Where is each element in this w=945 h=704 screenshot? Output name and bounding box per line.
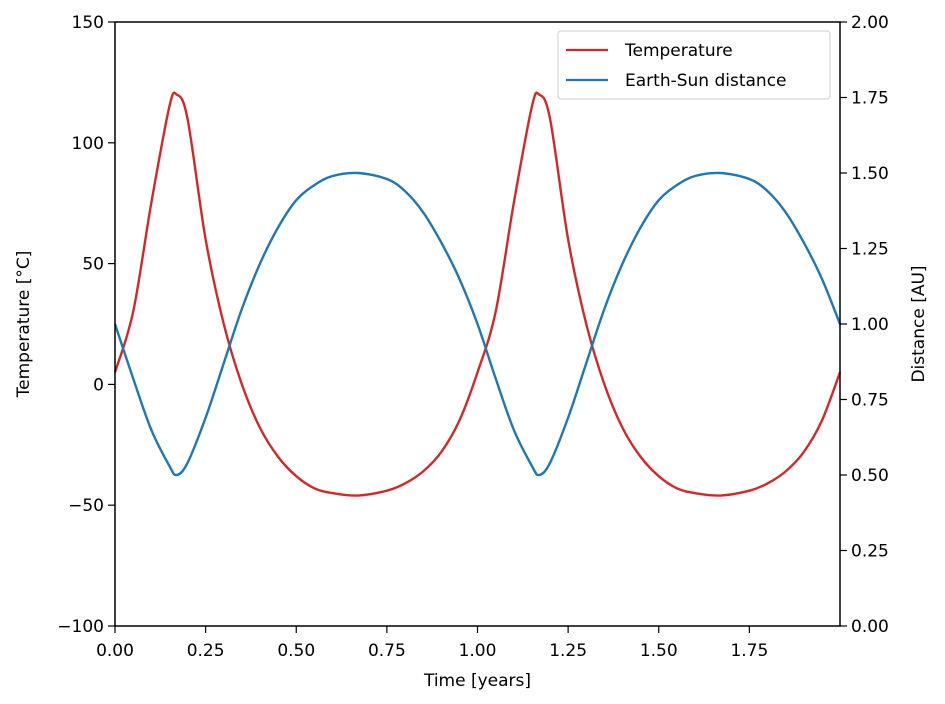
left-y-tick-label: 100 bbox=[72, 134, 104, 154]
right-y-tick-label: 1.50 bbox=[851, 164, 889, 184]
right-y-tick-label: 2.00 bbox=[851, 13, 889, 33]
legend: Temperature Earth-Sun distance bbox=[557, 30, 831, 100]
series-line-temperature bbox=[113, 91, 842, 497]
legend-label-distance: Earth-Sun distance bbox=[625, 71, 787, 91]
x-tick-label: 0.00 bbox=[96, 641, 134, 661]
x-tick-label: 1.00 bbox=[459, 641, 497, 661]
x-tick-label: 0.75 bbox=[368, 641, 406, 661]
legend-box bbox=[557, 30, 831, 100]
right-y-tick-label: 0.00 bbox=[851, 617, 889, 637]
x-tick-label: 1.50 bbox=[640, 641, 678, 661]
right-y-tick-label: 0.25 bbox=[851, 542, 889, 562]
x-tick-label: 1.75 bbox=[730, 641, 768, 661]
series-line-distance bbox=[113, 171, 842, 477]
x-tick-label: 0.50 bbox=[277, 641, 315, 661]
x-axis-label: Time [years] bbox=[423, 671, 531, 691]
right-y-tick-label: 1.25 bbox=[851, 240, 889, 260]
x-tick-label: 0.25 bbox=[187, 641, 225, 661]
right-y-tick-label: 1.75 bbox=[851, 89, 889, 109]
left-y-tick-label: 150 bbox=[72, 13, 104, 33]
x-axis-ticks: 0.00 0.25 0.50 0.75 1.00 1.25 1.50 1.75 bbox=[96, 626, 768, 661]
left-y-tick-label: −100 bbox=[57, 617, 104, 637]
left-y-tick-label: 50 bbox=[82, 255, 104, 275]
legend-label-temperature: Temperature bbox=[624, 41, 733, 61]
left-y-axis-label: Temperature [°C] bbox=[14, 251, 34, 399]
x-tick-label: 1.25 bbox=[549, 641, 587, 661]
right-y-axis-label: Distance [AU] bbox=[909, 265, 929, 382]
left-y-axis-ticks: −100 −50 0 50 100 150 bbox=[57, 13, 115, 637]
left-y-tick-label: −50 bbox=[68, 496, 104, 516]
right-y-tick-label: 0.75 bbox=[851, 391, 889, 411]
right-y-axis-ticks: 0.00 0.25 0.50 0.75 1.00 1.25 1.50 1.75 2.00 bbox=[840, 13, 889, 637]
plot-lines bbox=[113, 91, 842, 497]
right-y-tick-label: 1.00 bbox=[851, 315, 889, 335]
left-y-tick-label: 0 bbox=[93, 375, 104, 395]
right-y-tick-label: 0.50 bbox=[851, 466, 889, 486]
